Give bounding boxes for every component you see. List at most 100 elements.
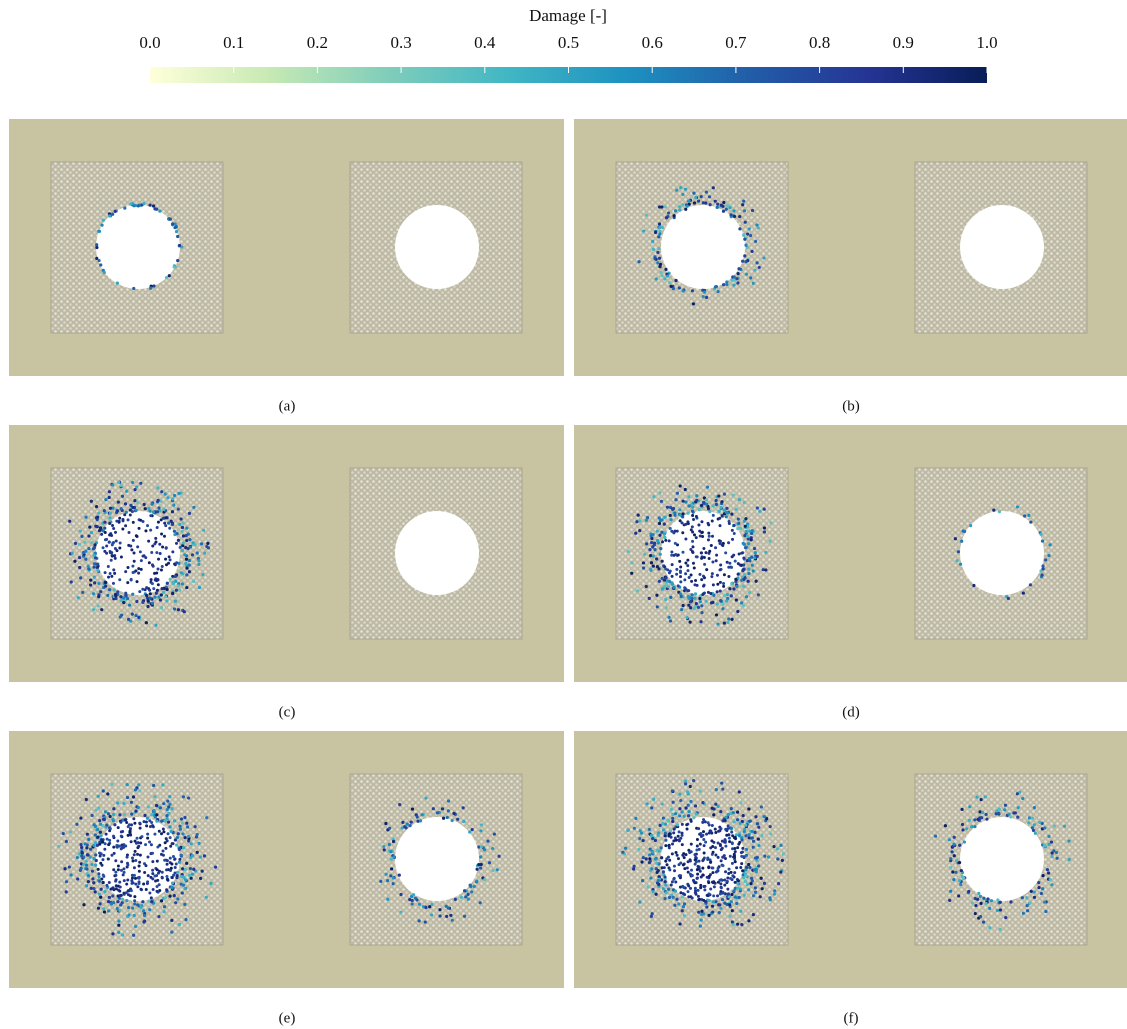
damaged-particle (392, 840, 395, 843)
damaged-particle (158, 830, 161, 833)
damaged-particle (147, 540, 150, 543)
damaged-particle (99, 590, 102, 593)
damaged-particle (159, 552, 162, 555)
damaged-particle (699, 886, 702, 889)
damaged-particle (132, 571, 135, 574)
damaged-particle (164, 524, 167, 527)
damaged-particle (687, 589, 690, 592)
damaged-particle (742, 542, 745, 545)
damaged-particle (175, 561, 178, 564)
damaged-particle (132, 521, 135, 524)
damaged-particle (94, 890, 97, 893)
damaged-particle (669, 518, 672, 521)
damaged-particle (132, 934, 135, 937)
damaged-particle (702, 585, 705, 588)
damaged-particle (687, 884, 690, 887)
damaged-particle (87, 874, 90, 877)
damaged-particle (732, 275, 735, 278)
damaged-particle (635, 520, 638, 523)
damaged-particle (658, 265, 661, 268)
damaged-particle (684, 782, 687, 785)
damaged-particle (165, 276, 168, 279)
damaged-particle (476, 868, 479, 871)
damaged-particle (684, 500, 687, 503)
damaged-particle (683, 914, 686, 917)
damaged-particle (155, 551, 158, 554)
damaged-particle (672, 831, 675, 834)
damaged-particle (970, 825, 973, 828)
damaged-particle (183, 553, 186, 556)
damaged-particle (703, 885, 706, 888)
damaged-particle (133, 488, 136, 491)
damaged-particle (735, 866, 738, 869)
damaged-particle (113, 823, 116, 826)
damaged-particle (711, 535, 714, 538)
damaged-particle (693, 533, 696, 536)
damaged-particle (717, 867, 720, 870)
damaged-particle (133, 560, 136, 563)
damaged-particle (114, 594, 117, 597)
damaged-particle (447, 799, 450, 802)
damaged-particle (693, 566, 696, 569)
damaged-particle (651, 851, 654, 854)
damaged-particle (111, 932, 114, 935)
damaged-particle (686, 559, 689, 562)
damaged-particle (682, 289, 685, 292)
damaged-particle (462, 806, 465, 809)
damaged-particle (700, 604, 703, 607)
damaged-particle (699, 534, 702, 537)
damaged-particle (184, 918, 187, 921)
damaged-particle (160, 533, 163, 536)
damaged-particle (686, 204, 689, 207)
damaged-particle (681, 843, 684, 846)
damaged-particle (703, 844, 706, 847)
damaged-particle (754, 891, 757, 894)
damaged-particle (129, 514, 132, 517)
damaged-particle (722, 283, 725, 286)
damaged-particle (699, 620, 702, 623)
damaged-particle (104, 584, 107, 587)
damaged-particle (112, 819, 115, 822)
damaged-particle (675, 568, 678, 571)
damaged-particle (674, 812, 677, 815)
damaged-particle (664, 884, 667, 887)
damaged-particle (695, 536, 698, 539)
colorbar-tick-label: 0.8 (809, 33, 830, 52)
damaged-particle (170, 867, 173, 870)
damaged-particle (106, 594, 109, 597)
damaged-particle (117, 920, 120, 923)
colorbar-tick-label: 0.5 (558, 33, 579, 52)
damaged-particle (709, 861, 712, 864)
damaged-particle (689, 785, 692, 788)
damaged-particle (749, 819, 752, 822)
damaged-particle (157, 583, 160, 586)
damaged-particle (712, 894, 715, 897)
damaged-particle (445, 915, 448, 918)
damaged-particle (184, 887, 187, 890)
damaged-particle (87, 565, 90, 568)
damaged-particle (657, 247, 660, 250)
damaged-particle (436, 811, 439, 814)
damaged-particle (633, 827, 636, 830)
damaged-particle (1041, 887, 1044, 890)
damaged-particle (178, 858, 181, 861)
damaged-particle (667, 820, 670, 823)
damaged-particle (720, 204, 723, 207)
damaged-particle (178, 523, 181, 526)
damaged-particle (150, 900, 153, 903)
damaged-particle (1044, 558, 1047, 561)
damaged-particle (657, 235, 660, 238)
damaged-particle (702, 295, 705, 298)
damaged-particle (664, 516, 667, 519)
damaged-particle (424, 906, 427, 909)
damaged-particle (979, 895, 982, 898)
damaged-particle (108, 826, 111, 829)
damaged-particle (649, 554, 652, 557)
damaged-particle (168, 555, 171, 558)
damaged-particle (156, 526, 159, 529)
damaged-particle (475, 880, 478, 883)
damaged-particle (672, 531, 675, 534)
damaged-particle (707, 532, 710, 535)
damaged-particle (491, 847, 494, 850)
damaged-particle (650, 915, 653, 918)
